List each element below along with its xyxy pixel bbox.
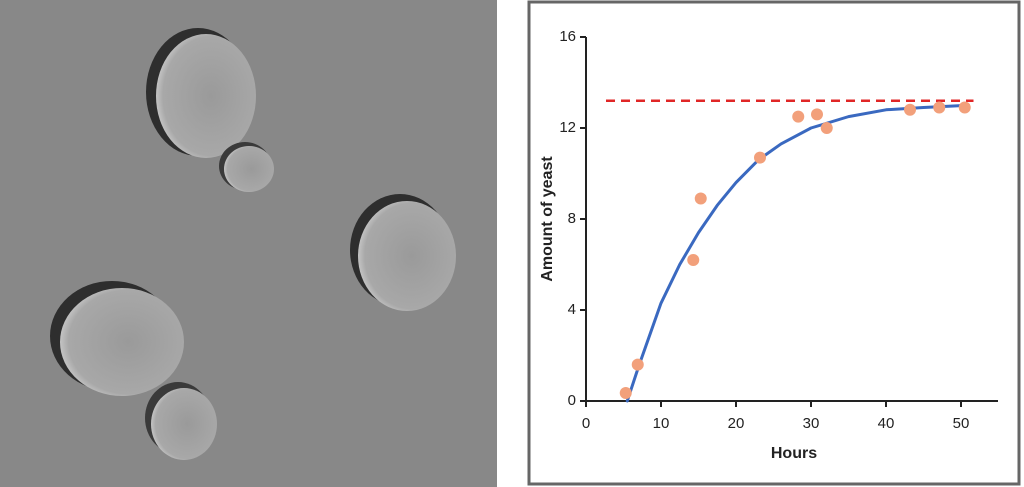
data-point [811, 108, 823, 121]
data-point [687, 253, 700, 266]
data-point [792, 110, 805, 123]
data-point [754, 151, 766, 164]
yeast-cell [156, 34, 256, 158]
data-point [631, 358, 644, 371]
yeast-bud [151, 388, 217, 460]
micrograph [0, 0, 497, 487]
x-tick-label: 50 [953, 415, 970, 432]
y-tick-label: 8 [568, 210, 576, 227]
chart: Hours Amount of yeast 0 4 8 12 16 0 10 20 30 40 50 [539, 28, 998, 462]
x-tick-label: 30 [803, 415, 820, 432]
y-tick-label: 0 [568, 392, 576, 409]
data-point [958, 101, 971, 114]
y-axis-title: Amount of yeast [539, 156, 556, 282]
x-tick-label: 20 [728, 415, 745, 432]
x-tick-label: 40 [878, 415, 895, 432]
data-point [619, 387, 632, 400]
x-tick-label: 10 [653, 415, 670, 432]
x-axis-title: Hours [771, 445, 817, 462]
data-point [694, 192, 707, 205]
yeast-cell [358, 201, 456, 311]
data-point [904, 103, 916, 116]
chart-frame [527, 0, 1021, 486]
y-tick-label: 16 [559, 28, 576, 45]
yeast-cell [60, 288, 184, 396]
fit-curve [625, 103, 970, 403]
data-point [820, 122, 833, 134]
x-tick-label: 0 [582, 415, 590, 432]
data-point [933, 101, 946, 114]
y-tick-label: 4 [568, 301, 576, 318]
yeast-bud [224, 146, 274, 192]
y-tick-label: 12 [559, 119, 576, 136]
